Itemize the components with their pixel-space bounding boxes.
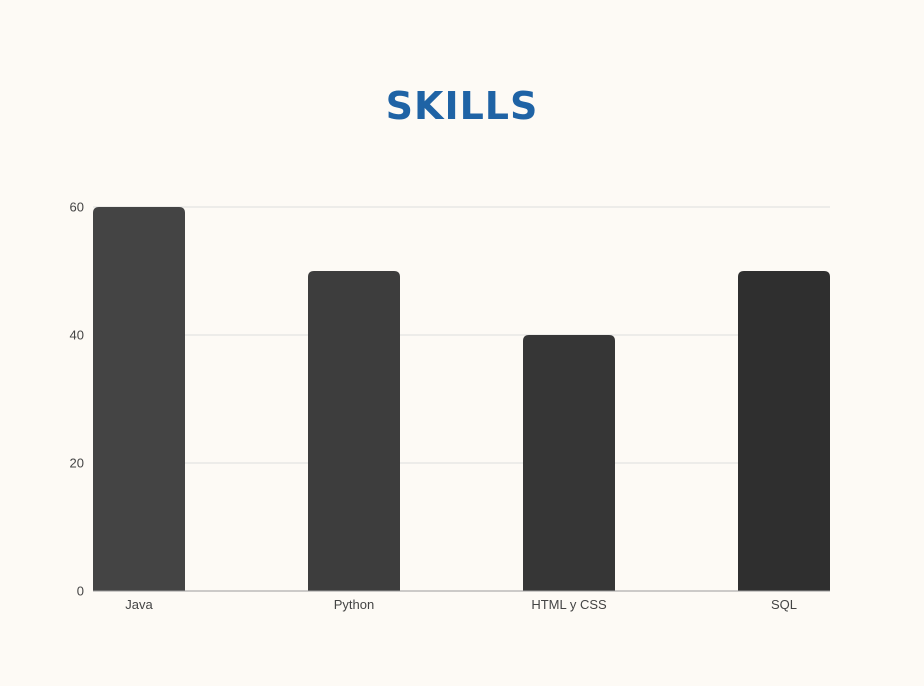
y-tick-label: 60 bbox=[70, 200, 84, 215]
bar-java bbox=[93, 207, 185, 591]
x-category-label: HTML y CSS bbox=[531, 597, 607, 612]
gridlines bbox=[93, 206, 830, 464]
bars bbox=[93, 207, 830, 591]
bar-html-y-css bbox=[523, 335, 615, 591]
chart-title: SKILLS bbox=[385, 84, 539, 128]
x-category-label: Java bbox=[125, 597, 153, 612]
x-category-label: Python bbox=[334, 597, 374, 612]
bar-python bbox=[308, 271, 400, 591]
x-category-label: SQL bbox=[771, 597, 797, 612]
y-tick-label: 20 bbox=[70, 456, 84, 471]
y-tick-label: 0 bbox=[77, 584, 84, 599]
labels: 0 20 40 60 Java Python HTML y CSS SQL bbox=[70, 200, 797, 613]
bar-sql bbox=[738, 271, 830, 591]
y-tick-label: 40 bbox=[70, 328, 84, 343]
